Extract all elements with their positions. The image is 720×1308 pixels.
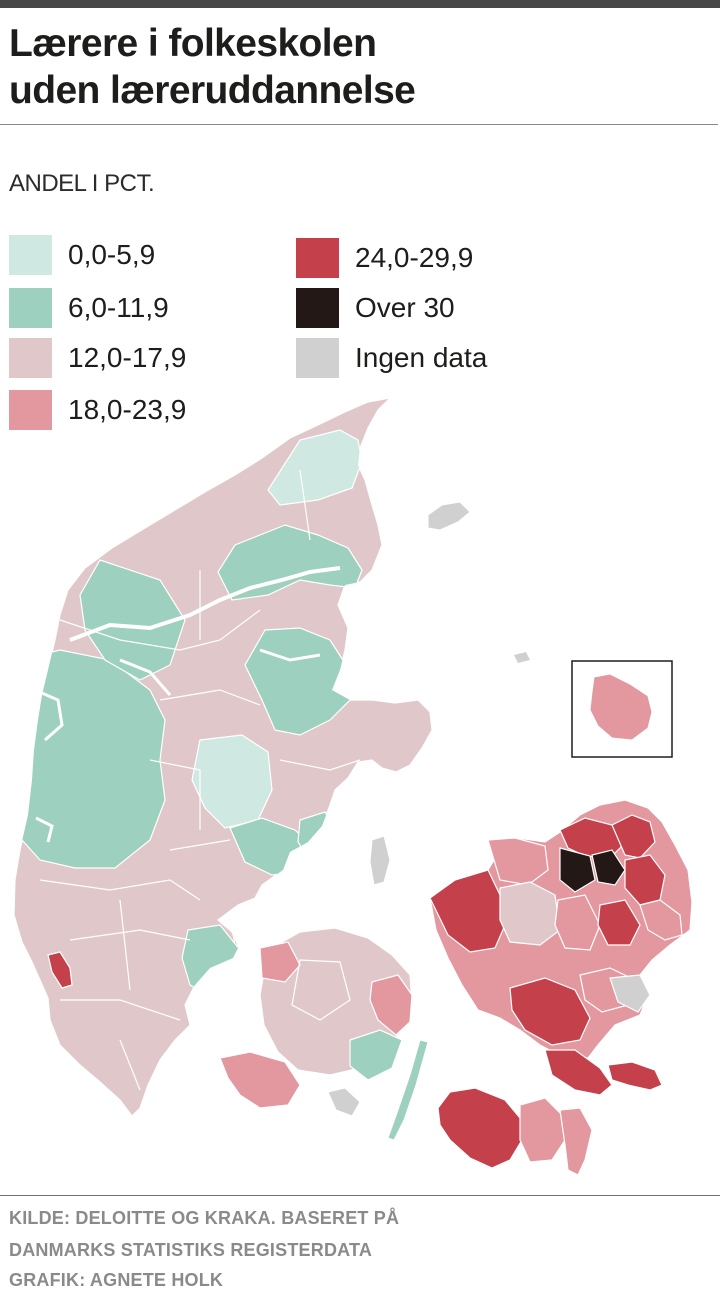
page-title: Lærere i folkeskolen uden læreruddannels… [9, 20, 709, 114]
region-holbaek[interactable] [499, 881, 561, 946]
region-langeland[interactable] [387, 1039, 429, 1141]
region-moen[interactable] [607, 1061, 663, 1091]
legend-item-6-11: 6,0-11,9 [9, 286, 169, 330]
region-anholt[interactable] [514, 652, 530, 663]
region-svendborg[interactable] [349, 1029, 403, 1081]
region-bornholm[interactable] [589, 673, 653, 741]
legend-swatch [9, 390, 52, 430]
legend-item-18-23: 18,0-23,9 [9, 388, 186, 432]
legend-label: 12,0-17,9 [68, 342, 187, 373]
region-hilleroed[interactable] [591, 849, 626, 886]
region-odsherred[interactable] [487, 837, 549, 886]
region-samsoe[interactable] [369, 835, 391, 886]
region-copenhagen[interactable] [639, 899, 683, 941]
region-middelfart[interactable] [259, 941, 301, 983]
footer-divider [0, 1195, 720, 1196]
region-stevns[interactable] [609, 974, 651, 1013]
legend-label: 24,0-29,9 [355, 242, 474, 273]
legend-swatch [9, 235, 52, 275]
region-frederikshavn[interactable] [267, 429, 363, 506]
region-frederikssund[interactable] [559, 847, 596, 893]
legend-swatch [9, 338, 52, 378]
legend-item-12-17: 12,0-17,9 [9, 336, 186, 380]
credit-graphic: GRAFIK: AGNETE HOLK [9, 1270, 224, 1290]
title-line-1: Lærere i folkeskolen [9, 22, 377, 65]
credit-source-line-2: DANMARKS STATISTIKS REGISTERDATA [9, 1240, 373, 1260]
region-roskilde[interactable] [554, 894, 601, 951]
title-line-2: uden læreruddannelse [9, 69, 416, 112]
region-aeroe[interactable] [327, 1087, 361, 1117]
region-soenderborg[interactable] [219, 1051, 301, 1109]
region-vordingborg[interactable] [544, 1049, 613, 1096]
legend-label: Over 30 [355, 292, 455, 323]
legend-item-no-data: Ingen data [296, 336, 487, 380]
legend-label: Ingen data [355, 342, 488, 373]
region-aalborg[interactable] [217, 524, 363, 601]
title-divider [0, 124, 718, 125]
region-laesoe[interactable] [427, 501, 471, 531]
region-naestved[interactable] [509, 977, 591, 1046]
legend-swatch [9, 288, 52, 328]
region-nyborg[interactable] [369, 974, 413, 1036]
region-halsnaes[interactable] [559, 817, 629, 859]
legend-swatch [296, 338, 339, 378]
region-thisted[interactable] [79, 559, 186, 681]
top-bar [0, 0, 720, 8]
region-falster[interactable] [559, 1107, 593, 1176]
bornholm-inset-frame [571, 660, 673, 758]
legend-label: 0,0-5,9 [68, 239, 156, 270]
legend-label: 18,0-23,9 [68, 394, 187, 425]
region-odder[interactable] [297, 811, 339, 863]
region-hoeje-taastrup[interactable] [597, 899, 641, 946]
credit-source-line-1: KILDE: DELOITTE OG KRAKA. BASERET PÅ [9, 1208, 400, 1228]
legend-item-over-30: Over 30 [296, 286, 455, 330]
legend-item-24-29: 24,0-29,9 [296, 236, 473, 280]
denmark-map [13, 397, 693, 1176]
region-helsingoer[interactable] [611, 814, 656, 859]
legend-label: 6,0-11,9 [68, 292, 169, 323]
region-lolland[interactable] [437, 1087, 523, 1169]
region-guldborgsund[interactable] [519, 1097, 566, 1163]
region-fanoe[interactable] [47, 951, 73, 989]
legend-swatch [296, 288, 339, 328]
unit-label: ANDEL I PCT. [9, 170, 155, 197]
legend-swatch [296, 238, 339, 278]
legend-item-0-5: 0,0-5,9 [9, 233, 155, 277]
